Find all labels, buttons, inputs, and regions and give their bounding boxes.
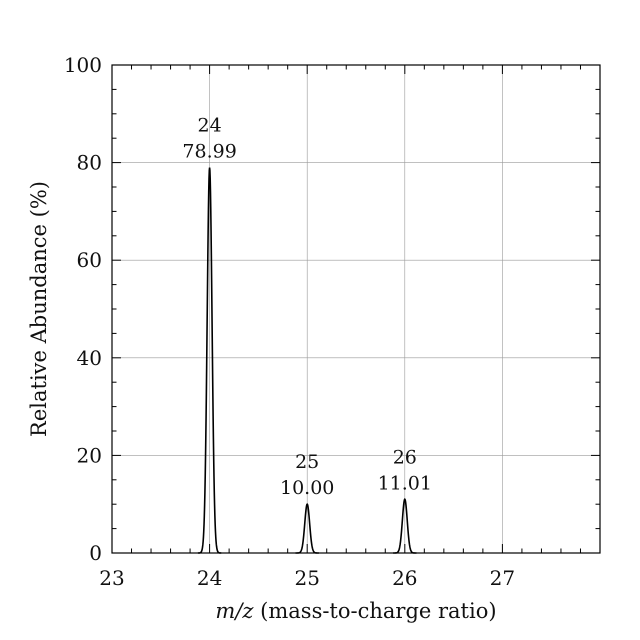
y-tick-label: 20: [77, 443, 102, 467]
y-axis-label: Relative Abundance (%): [27, 181, 51, 437]
plot-frame: [111, 64, 601, 554]
x-tick-label: 23: [99, 566, 124, 590]
x-axis-label-italic: m/z: [215, 599, 254, 623]
peak-abundance-label: 10.00: [280, 477, 334, 499]
y-tick-label: 60: [77, 248, 102, 272]
x-axis-label-rest: (mass-to-charge ratio): [253, 599, 496, 623]
y-tick-label: 40: [77, 346, 102, 370]
x-tick-label: 24: [197, 566, 222, 590]
x-tick-label: 25: [294, 566, 319, 590]
minor-ticks: [112, 65, 600, 553]
x-tick-labels: 23 24 25 26 27: [99, 566, 515, 590]
peak-abundance-label: 11.01: [378, 472, 432, 494]
y-tick-label: 80: [77, 151, 102, 175]
x-tick-label: 27: [490, 566, 515, 590]
peak-labels: 24 78.99 25 10.00 26 11.01: [182, 115, 432, 500]
major-ticks: [111, 64, 601, 554]
grid-lines: [112, 65, 600, 553]
peak-abundance-label: 78.99: [182, 141, 236, 163]
y-tick-label: 100: [64, 53, 102, 77]
y-tick-label: 0: [89, 541, 102, 565]
peak-24: [197, 167, 222, 554]
peak-mass-label: 24: [198, 115, 222, 137]
x-tick-label: 26: [392, 566, 417, 590]
x-axis-label: m/z (mass-to-charge ratio): [215, 599, 496, 623]
y-tick-labels: 0 20 40 60 80 100: [64, 53, 102, 565]
peak-mass-label: 26: [393, 446, 417, 468]
peak-mass-label: 25: [295, 451, 319, 473]
